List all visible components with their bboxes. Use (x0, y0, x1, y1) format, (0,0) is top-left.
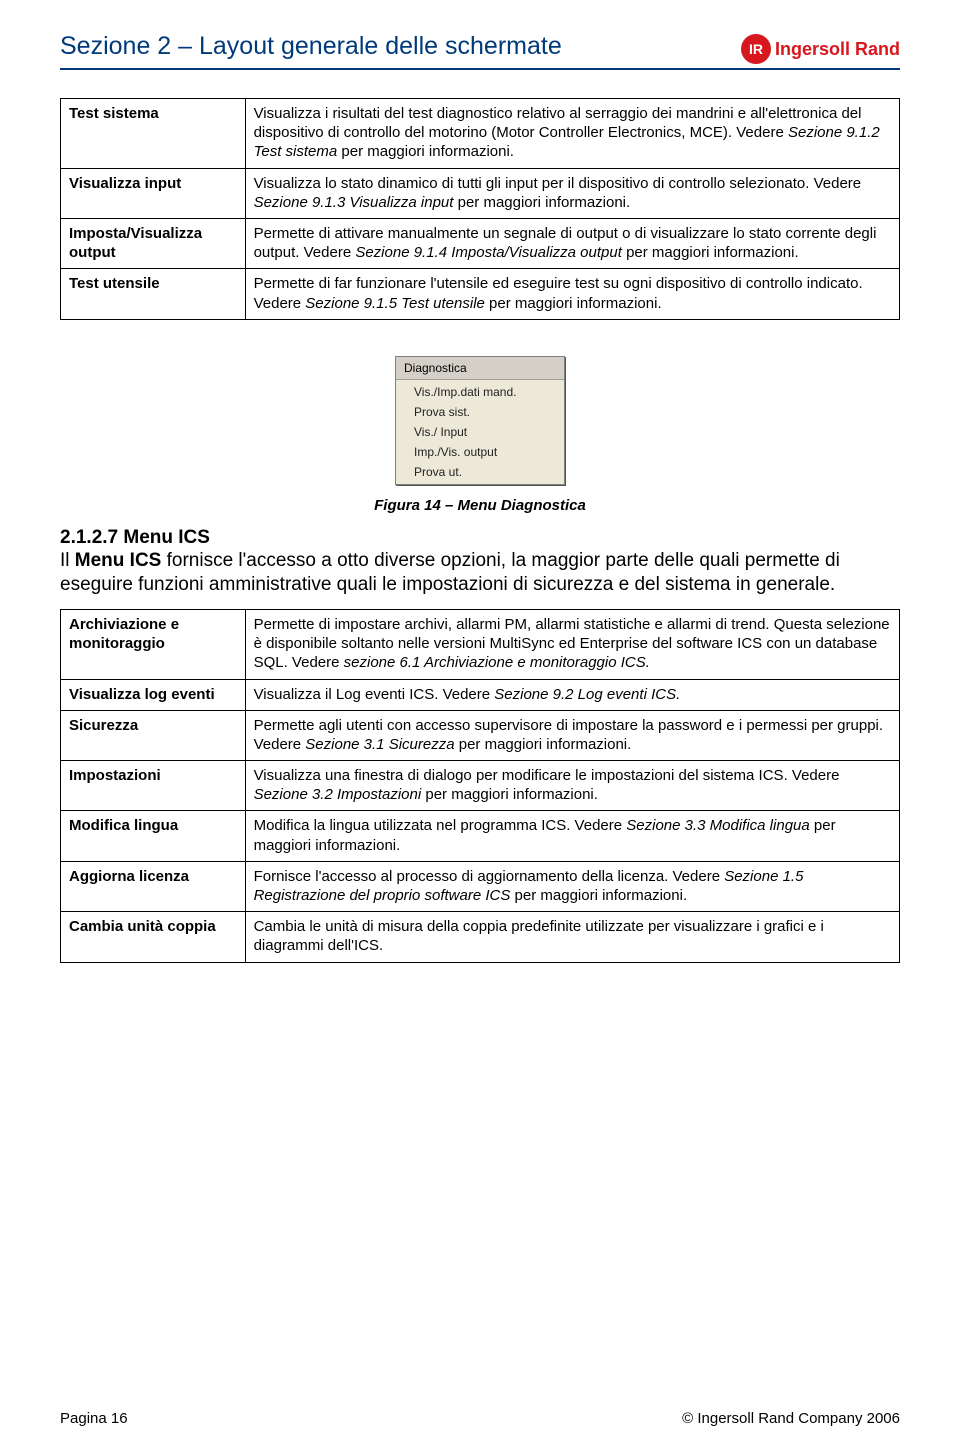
desc-italic-segment: Sezione 9.1.5 Test utensile (305, 295, 489, 312)
ics-menu-table: Archiviazione e monitoraggioPermette di … (60, 609, 900, 963)
desc-text-segment: per maggiori informazioni. (341, 143, 514, 160)
page-header: Sezione 2 – Layout generale delle scherm… (60, 32, 900, 70)
desc-text-segment: Visualizza lo stato dinamico di tutti gl… (254, 175, 862, 192)
row-label: Visualizza log eventi (61, 679, 246, 710)
para-pre: Il (60, 550, 75, 571)
row-label: Aggiorna licenza (61, 861, 246, 911)
desc-text-segment: Cambia le unità di misura della coppia p… (254, 918, 824, 954)
figure-caption: Figura 14 – Menu Diagnostica (60, 497, 900, 514)
footer-right: © Ingersoll Rand Company 2006 (682, 1410, 900, 1427)
row-description: Visualizza il Log eventi ICS. Vedere Sez… (245, 679, 899, 710)
table-row: Imposta/Visualizza outputPermette di att… (61, 218, 900, 268)
subsection-heading: 2.1.2.7 Menu ICS (60, 526, 900, 550)
desc-text-segment: per maggiori informazioni. (626, 244, 799, 261)
para-bold: Menu ICS (75, 550, 162, 571)
row-label: Test sistema (61, 99, 246, 169)
menu-item: Prova ut. (396, 462, 564, 482)
desc-text-segment: Visualizza una finestra di dialogo per m… (254, 767, 840, 784)
row-description: Fornisce l'accesso al processo di aggior… (245, 861, 899, 911)
desc-text-segment: Modifica la lingua utilizzata nel progra… (254, 817, 627, 834)
row-description: Visualizza i risultati del test diagnost… (245, 99, 899, 169)
table-row: Archiviazione e monitoraggioPermette di … (61, 609, 900, 679)
table-row: SicurezzaPermette agli utenti con access… (61, 710, 900, 760)
row-description: Visualizza una finestra di dialogo per m… (245, 761, 899, 811)
desc-text-segment: per maggiori informazioni. (489, 295, 662, 312)
diagnostic-table: Test sistemaVisualizza i risultati del t… (60, 98, 900, 320)
row-label: Modifica lingua (61, 811, 246, 861)
desc-italic-segment: Sezione 3.3 Modifica lingua (626, 817, 814, 834)
menu-item: Vis./Imp.dati mand. (396, 382, 564, 402)
menu-title: Diagnostica (396, 357, 564, 380)
row-label: Visualizza input (61, 168, 246, 218)
desc-text-segment: per maggiori informazioni. (458, 194, 631, 211)
diagnostica-menu-screenshot: Diagnostica Vis./Imp.dati mand.Prova sis… (395, 356, 565, 485)
table-row: Aggiorna licenza Fornisce l'accesso al pr… (61, 861, 900, 911)
brand-logo: IR Ingersoll Rand (741, 32, 900, 64)
table-row: Cambia unità coppiaCambia le unità di mi… (61, 912, 900, 962)
row-label: Cambia unità coppia (61, 912, 246, 962)
desc-italic-segment: Sezione 9.2 Log eventi ICS. (494, 686, 680, 703)
desc-text-segment: per maggiori informazioni. (455, 736, 632, 753)
row-label: Impostazioni (61, 761, 246, 811)
table-row: Visualizza log eventiVisualizza il Log e… (61, 679, 900, 710)
table-row: Impostazioni Visualizza una finestra di d… (61, 761, 900, 811)
row-description: Cambia le unità di misura della coppia p… (245, 912, 899, 962)
menu-item: Imp./Vis. output (396, 442, 564, 462)
footer-left: Pagina 16 (60, 1410, 128, 1427)
row-label: Imposta/Visualizza output (61, 218, 246, 268)
table-row: Visualizza input Visualizza lo stato dina… (61, 168, 900, 218)
desc-italic-segment: sezione 6.1 Archiviazione e monitoraggio… (344, 654, 650, 671)
desc-text-segment: Visualizza i risultati del test diagnost… (254, 105, 862, 141)
page-footer: Pagina 16 © Ingersoll Rand Company 2006 (60, 1410, 900, 1427)
subsection-intro: Il Menu ICS fornisce l'accesso a otto di… (60, 549, 900, 597)
desc-italic-segment: Sezione 9.1.3 Visualizza input (254, 194, 458, 211)
row-description: Permette di attivare manualmente un segn… (245, 218, 899, 268)
section-title: Sezione 2 – Layout generale delle scherm… (60, 32, 562, 61)
row-description: Modifica la lingua utilizzata nel progra… (245, 811, 899, 861)
row-description: Permette di far funzionare l'utensile ed… (245, 269, 899, 319)
row-label: Test utensile (61, 269, 246, 319)
table-row: Test sistemaVisualizza i risultati del t… (61, 99, 900, 169)
desc-italic-segment: Sezione 3.1 Sicurezza (305, 736, 454, 753)
desc-text-segment: per maggiori informazioni. (421, 786, 598, 803)
desc-text-segment: Visualizza il Log eventi ICS. Vedere (254, 686, 495, 703)
row-label: Sicurezza (61, 710, 246, 760)
row-description: Visualizza lo stato dinamico di tutti gl… (245, 168, 899, 218)
desc-text-segment: Fornisce l'accesso al processo di aggior… (254, 868, 725, 885)
table-row: Test utensilePermette di far funzionare … (61, 269, 900, 319)
logo-text: Ingersoll Rand (775, 39, 900, 60)
row-description: Permette di impostare archivi, allarmi P… (245, 609, 899, 679)
table-row: Modifica lingua Modifica la lingua utiliz… (61, 811, 900, 861)
menu-item: Vis./ Input (396, 422, 564, 442)
logo-ir-icon: IR (741, 34, 771, 64)
desc-italic-segment: Sezione 3.2 Impostazioni (254, 786, 422, 803)
desc-text-segment: per maggiori informazioni. (510, 887, 687, 904)
desc-italic-segment: Sezione 9.1.4 Imposta/Visualizza output (355, 244, 626, 261)
row-description: Permette agli utenti con accesso supervi… (245, 710, 899, 760)
para-post: fornisce l'accesso a otto diverse opzion… (60, 550, 840, 595)
menu-item: Prova sist. (396, 402, 564, 422)
row-label: Archiviazione e monitoraggio (61, 609, 246, 679)
